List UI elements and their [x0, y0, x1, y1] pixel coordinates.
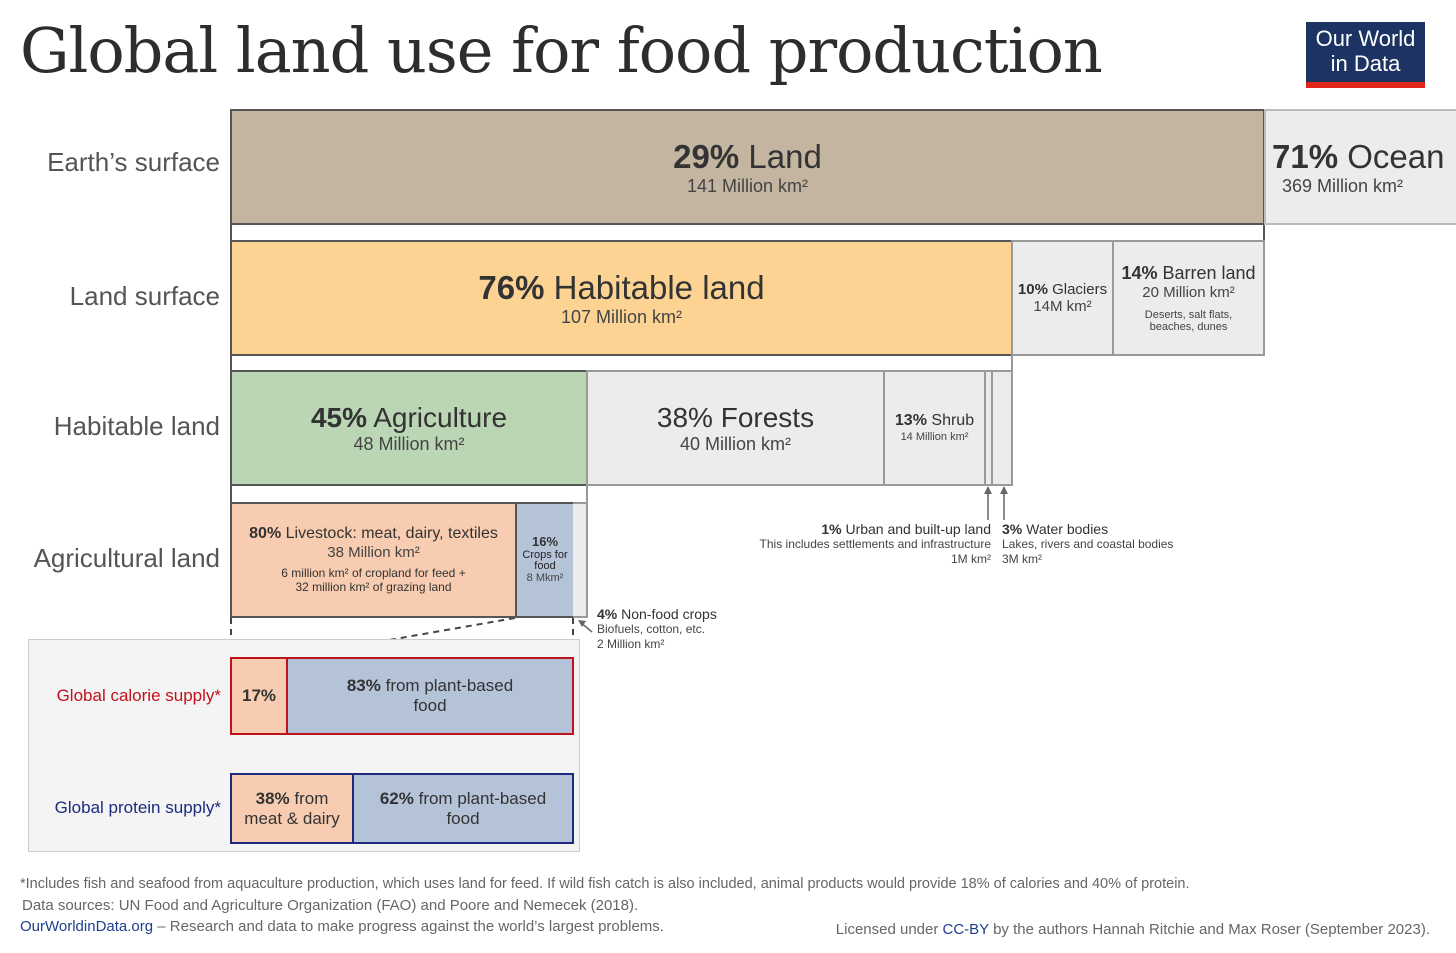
urban-desc: This includes settlements and infrastruc…	[759, 537, 991, 551]
row-label-land-surface: Land surface	[69, 281, 220, 311]
row-label-calorie: Global calorie supply*	[56, 686, 221, 705]
livestock-label: Livestock: meat, dairy, textiles	[285, 525, 498, 543]
bar-forests: 38% Forests 40 Million km²	[586, 370, 885, 486]
shrub-pct: 13%	[894, 412, 927, 430]
water-pct: 3%	[1002, 521, 1023, 537]
water-desc: Lakes, rivers and coastal bodies	[1002, 537, 1174, 551]
crops-label-1: Crops for	[522, 549, 568, 562]
owid-logo[interactable]: Our World in Data	[1306, 22, 1425, 88]
bar-habitable-land: 76% Habitable land 107 Million km²	[230, 240, 1013, 356]
logo-line-1: Our World	[1315, 26, 1416, 51]
bar-land: 29% Land 141 Million km²	[230, 109, 1265, 225]
non-food-area: 2 Million km²	[597, 637, 665, 651]
license-post: by the authors Hannah Ritchie and Max Ro…	[988, 921, 1430, 938]
livestock-note-2: 32 million km² of grazing land	[295, 579, 452, 594]
license-pre: Licensed under	[835, 921, 943, 938]
water-label: Water bodies	[1026, 521, 1109, 537]
logo-line-2: in Data	[1330, 51, 1401, 76]
bar-livestock: 80% Livestock: meat, dairy, textiles 38 …	[230, 502, 517, 618]
habitable-pct: 76%	[478, 268, 545, 306]
calorie-animal-pct: 17%	[241, 686, 277, 706]
barren-label: Barren land	[1162, 263, 1256, 284]
bar-crops-for-food: 16% Crops for food 8 Mkm²	[515, 502, 575, 618]
ocean-area: 369 Million km²	[1282, 175, 1404, 196]
urban-note: 1% Urban and built-up land This includes…	[760, 522, 991, 567]
ocean-pct: 71%	[1272, 137, 1339, 175]
bar-protein-animal: 38% from meat & dairy	[230, 773, 354, 844]
urban-pct: 1%	[821, 521, 842, 537]
row-label-habitable: Habitable land	[53, 411, 220, 441]
protein-plant-label-1: from plant-based	[418, 788, 547, 808]
protein-animal-label-1: from	[294, 788, 329, 808]
ocean-label: Ocean	[1347, 137, 1445, 175]
bar-agriculture: 45% Agriculture 48 Million km²	[230, 370, 588, 486]
bar-protein-plant: 62% from plant-based food	[352, 773, 574, 844]
bar-shrub: 13% Shrub 14 Million km²	[883, 370, 986, 486]
crops-label-2: food	[534, 560, 556, 573]
habitable-area: 107 Million km²	[560, 306, 683, 327]
forests-label: Forests	[720, 401, 815, 433]
non-food-note: 4% Non-food crops Biofuels, cotton, etc.…	[597, 607, 717, 652]
non-food-desc: Biofuels, cotton, etc.	[597, 622, 706, 636]
urban-area: 1M km²	[951, 552, 991, 566]
protein-plant-pct: 62%	[379, 788, 414, 808]
bar-calorie-plant: 83% from plant-based food	[286, 657, 574, 735]
livestock-pct: 80%	[249, 525, 282, 543]
chart-title: Global land use for food production	[20, 14, 1103, 87]
non-food-pct: 4%	[597, 606, 618, 622]
forests-area: 40 Million km²	[679, 433, 792, 454]
protein-animal-label-2: meat & dairy	[244, 808, 340, 828]
protein-animal-pct: 38%	[255, 788, 290, 808]
livestock-note-1: 6 million km² of cropland for feed +	[281, 566, 466, 581]
agriculture-area: 48 Million km²	[353, 433, 465, 454]
protein-plant-label-2: food	[446, 808, 480, 828]
glaciers-pct: 10%	[1017, 280, 1048, 298]
tagline: – Research and data to make progress aga…	[153, 918, 664, 935]
bar-glaciers: 10% Glaciers 14M km²	[1011, 240, 1114, 356]
bar-non-food-crops	[573, 502, 588, 618]
bar-ocean: 71% Ocean 369 Million km²	[1264, 109, 1456, 225]
glaciers-area: 14M km²	[1033, 298, 1092, 315]
land-label: Land	[748, 137, 822, 175]
land-area: 141 Million km²	[686, 175, 809, 196]
barren-pct: 14%	[1121, 263, 1158, 284]
glaciers-label: Glaciers	[1052, 280, 1108, 298]
barren-note: Deserts, salt flats, beaches, dunes	[1144, 308, 1233, 333]
crops-area: 8 Mkm²	[526, 572, 564, 585]
site-line: OurWorldinData.org – Research and data t…	[20, 918, 664, 935]
license-line: Licensed under CC-BY by the authors Hann…	[836, 921, 1430, 938]
agriculture-label: Agriculture	[373, 401, 508, 433]
urban-label: Urban and built-up land	[845, 521, 991, 537]
non-food-label: Non-food crops	[621, 606, 717, 622]
row-label-agricultural: Agricultural land	[33, 543, 220, 573]
footnote: *Includes fish and seafood from aquacult…	[20, 876, 1190, 892]
data-sources: Data sources: UN Food and Agriculture Or…	[22, 897, 639, 914]
barren-area: 20 Million km²	[1142, 283, 1235, 301]
license-link[interactable]: CC-BY	[942, 921, 989, 938]
bar-water-bodies	[991, 370, 1013, 486]
row-label-earth: Earth’s surface	[47, 147, 220, 177]
land-pct: 29%	[673, 137, 740, 175]
calorie-plant-label-1: from plant-based	[385, 676, 514, 696]
water-note: 3% Water bodies Lakes, rivers and coasta…	[1002, 522, 1173, 567]
site-link[interactable]: OurWorldinData.org	[20, 918, 154, 935]
calorie-plant-pct: 83%	[346, 676, 381, 696]
forests-pct: 38%	[656, 401, 713, 433]
habitable-label: Habitable land	[553, 268, 765, 306]
bar-calorie-animal: 17%	[230, 657, 288, 735]
crops-pct: 16%	[531, 534, 559, 550]
bar-barren-land: 14% Barren land 20 Million km² Deserts, …	[1112, 240, 1265, 356]
shrub-label: Shrub	[931, 412, 975, 430]
water-area: 3M km²	[1002, 552, 1042, 566]
row-label-protein: Global protein supply*	[54, 798, 221, 817]
agriculture-pct: 45%	[310, 401, 367, 433]
calorie-plant-label-2: food	[413, 696, 447, 715]
shrub-area: 14 Million km²	[900, 430, 969, 443]
livestock-area: 38 Million km²	[327, 543, 420, 561]
